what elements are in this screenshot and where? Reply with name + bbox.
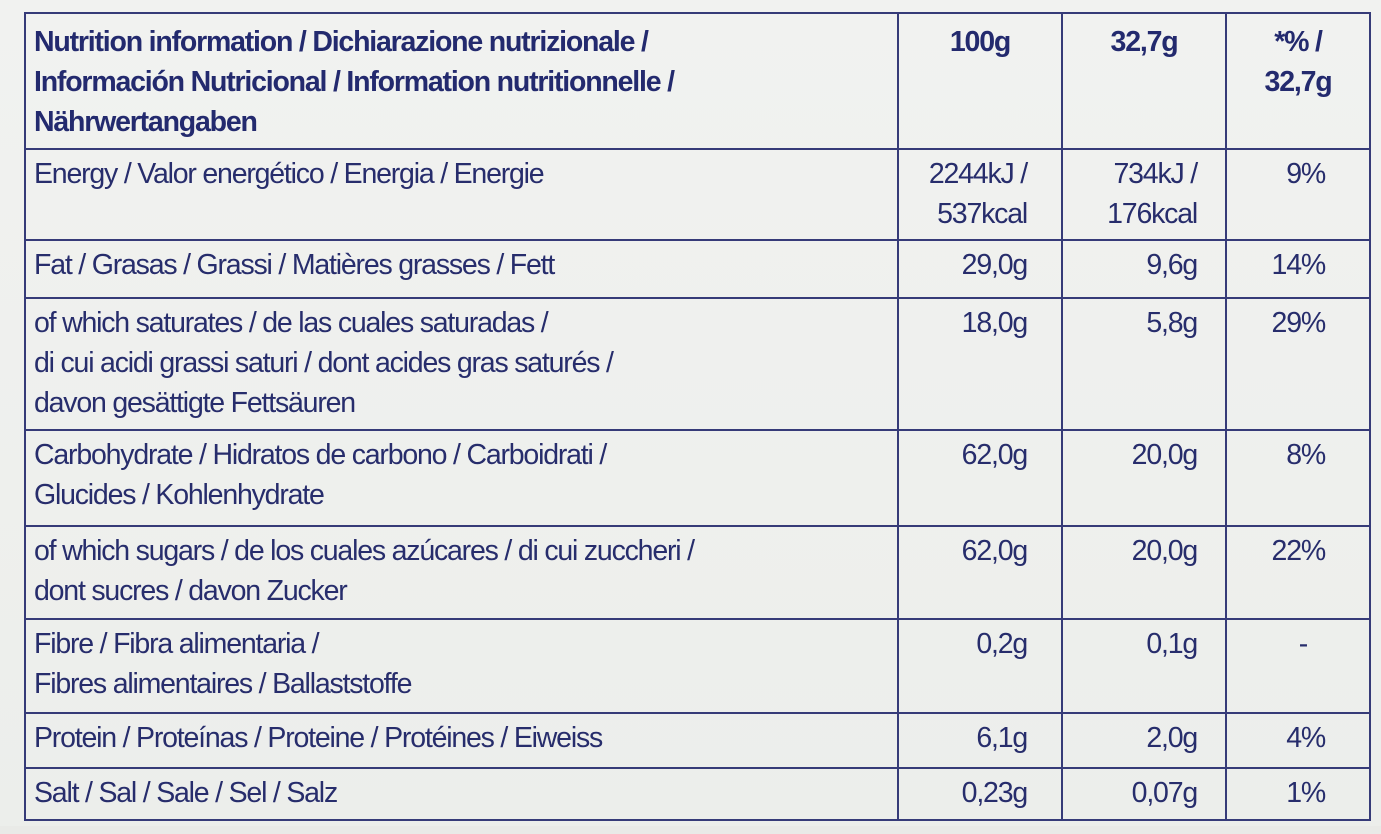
table-row-fat: Fat / Grasas / Grassi / Matières grasses… [25, 240, 1370, 298]
nutrient-label: Fibre / Fibra alimentaria / Fibres alime… [25, 619, 898, 713]
value-line: 2244kJ / [907, 154, 1027, 194]
value-reference-intake: 14% [1226, 240, 1370, 298]
nutrient-label-line: Salt / Sal / Sale / Sel / Salz [34, 773, 889, 813]
nutrient-label: of which sugars / de los cuales azúcares… [25, 526, 898, 619]
value-line: 734kJ / [1071, 154, 1197, 194]
nutrient-label-line: dont sucres / davon Zucker [34, 571, 889, 611]
value-per-100g: 18,0g [898, 298, 1062, 430]
nutrient-label-line: Glucides / Kohlenhydrate [34, 475, 889, 515]
nutrient-label-line: Fibre / Fibra alimentaria / [34, 624, 889, 664]
column-header-reference-intake: *% / 32,7g [1226, 13, 1370, 149]
table-title-line: Información Nutricional / Information nu… [34, 62, 889, 102]
nutrient-label: Fat / Grasas / Grassi / Matières grasses… [25, 240, 898, 298]
value-line: 537kcal [907, 194, 1027, 234]
table-row-salt: Salt / Sal / Sale / Sel / Salz 0,23g 0,0… [25, 768, 1370, 820]
value-per-portion: 0,1g [1062, 619, 1226, 713]
value-per-100g: 6,1g [898, 713, 1062, 768]
table-row-protein: Protein / Proteínas / Proteine / Protéin… [25, 713, 1370, 768]
value-per-100g: 0,23g [898, 768, 1062, 820]
value-per-portion: 9,6g [1062, 240, 1226, 298]
column-header-pct-line: *% / [1235, 22, 1361, 62]
table-row-sugars: of which sugars / de los cuales azúcares… [25, 526, 1370, 619]
table-title: Nutrition information / Dichiarazione nu… [25, 13, 898, 149]
table-row-carbohydrate: Carbohydrate / Hidratos de carbono / Car… [25, 430, 1370, 526]
nutrient-label: Carbohydrate / Hidratos de carbono / Car… [25, 430, 898, 526]
value-reference-intake: - [1226, 619, 1370, 713]
value-reference-intake: 8% [1226, 430, 1370, 526]
value-per-portion: 734kJ / 176kcal [1062, 149, 1226, 240]
value-reference-intake: 1% [1226, 768, 1370, 820]
value-per-portion: 2,0g [1062, 713, 1226, 768]
table-title-line: Nährwertangaben [34, 102, 889, 142]
table-row-energy: Energy / Valor energético / Energia / En… [25, 149, 1370, 240]
table-row-saturates: of which saturates / de las cuales satur… [25, 298, 1370, 430]
nutrition-table: Nutrition information / Dichiarazione nu… [24, 12, 1371, 821]
value-per-portion: 20,0g [1062, 526, 1226, 619]
nutrient-label-line: di cui acidi grassi saturi / dont acides… [34, 343, 889, 383]
value-per-portion: 5,8g [1062, 298, 1226, 430]
nutrient-label-line: of which sugars / de los cuales azúcares… [34, 531, 889, 571]
nutrient-label-line: Carbohydrate / Hidratos de carbono / Car… [34, 435, 889, 475]
value-line: 176kcal [1071, 194, 1197, 234]
table-header-row: Nutrition information / Dichiarazione nu… [25, 13, 1370, 149]
value-per-100g: 62,0g [898, 430, 1062, 526]
value-per-portion: 0,07g [1062, 768, 1226, 820]
table-title-line: Nutrition information / Dichiarazione nu… [34, 22, 889, 62]
cropped-bottom-edge [0, 826, 1381, 834]
value-per-portion: 20,0g [1062, 430, 1226, 526]
column-header-100g: 100g [898, 13, 1062, 149]
value-reference-intake: 22% [1226, 526, 1370, 619]
value-per-100g: 2244kJ / 537kcal [898, 149, 1062, 240]
nutrient-label: Salt / Sal / Sale / Sel / Salz [25, 768, 898, 820]
value-per-100g: 0,2g [898, 619, 1062, 713]
nutrient-label: Energy / Valor energético / Energia / En… [25, 149, 898, 240]
nutrient-label-line: davon gesättigte Fettsäuren [34, 383, 889, 423]
value-per-100g: 62,0g [898, 526, 1062, 619]
value-reference-intake: 29% [1226, 298, 1370, 430]
nutrient-label: of which saturates / de las cuales satur… [25, 298, 898, 430]
column-header-pct-line: 32,7g [1235, 62, 1361, 102]
nutrient-label-line: Fibres alimentaires / Ballaststoffe [34, 664, 889, 704]
column-header-portion: 32,7g [1062, 13, 1226, 149]
nutrient-label-line: of which saturates / de las cuales satur… [34, 303, 889, 343]
nutrient-label-line: Fat / Grasas / Grassi / Matières grasses… [34, 245, 889, 285]
table-row-fibre: Fibre / Fibra alimentaria / Fibres alime… [25, 619, 1370, 713]
value-reference-intake: 9% [1226, 149, 1370, 240]
nutrient-label: Protein / Proteínas / Proteine / Protéin… [25, 713, 898, 768]
nutrient-label-line: Protein / Proteínas / Proteine / Protéin… [34, 718, 889, 758]
value-reference-intake: 4% [1226, 713, 1370, 768]
nutrient-label-line: Energy / Valor energético / Energia / En… [34, 154, 889, 194]
value-per-100g: 29,0g [898, 240, 1062, 298]
